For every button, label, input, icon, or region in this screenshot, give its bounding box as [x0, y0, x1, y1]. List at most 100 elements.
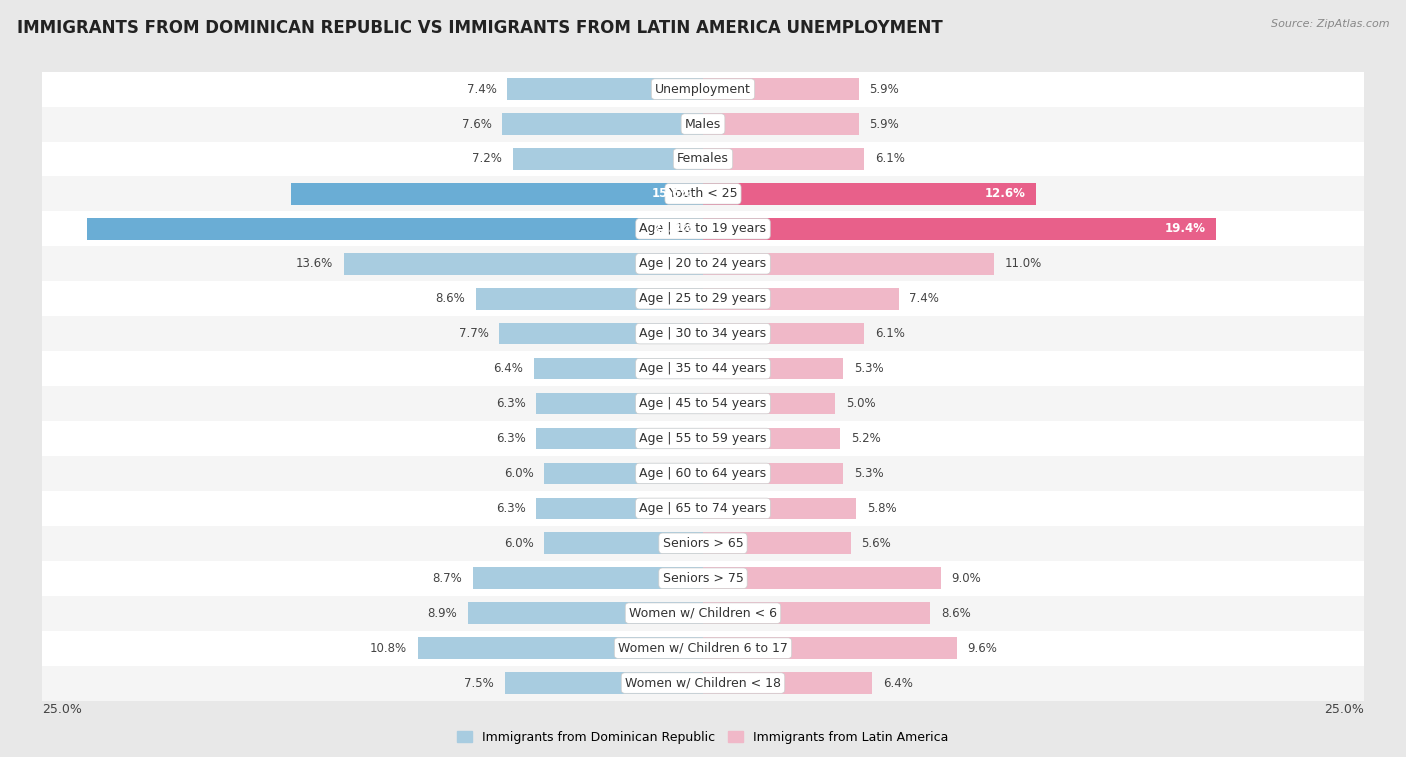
Text: Age | 16 to 19 years: Age | 16 to 19 years	[640, 223, 766, 235]
Bar	[42, 665, 1364, 700]
Bar	[703, 393, 835, 414]
Text: 6.4%: 6.4%	[883, 677, 912, 690]
Bar	[42, 211, 1364, 246]
Text: 8.7%: 8.7%	[433, 572, 463, 584]
Bar	[703, 218, 1216, 240]
Text: Females: Females	[678, 152, 728, 166]
Text: 6.3%: 6.3%	[496, 397, 526, 410]
Bar	[291, 183, 703, 204]
Text: 5.9%: 5.9%	[869, 117, 900, 130]
Bar	[468, 603, 703, 624]
Bar	[42, 142, 1364, 176]
Bar	[703, 78, 859, 100]
Bar	[703, 532, 851, 554]
Bar	[42, 107, 1364, 142]
Bar	[703, 428, 841, 450]
Bar	[42, 72, 1364, 107]
Bar	[499, 322, 703, 344]
Bar	[703, 183, 1036, 204]
Text: Age | 65 to 74 years: Age | 65 to 74 years	[640, 502, 766, 515]
Text: 13.6%: 13.6%	[295, 257, 333, 270]
Text: Women w/ Children < 18: Women w/ Children < 18	[626, 677, 780, 690]
Text: 7.4%: 7.4%	[910, 292, 939, 305]
Text: Age | 20 to 24 years: Age | 20 to 24 years	[640, 257, 766, 270]
Text: Males: Males	[685, 117, 721, 130]
Text: 7.2%: 7.2%	[472, 152, 502, 166]
Bar	[475, 288, 703, 310]
Text: 25.0%: 25.0%	[42, 703, 82, 716]
Text: 12.6%: 12.6%	[984, 188, 1025, 201]
Text: 6.3%: 6.3%	[496, 432, 526, 445]
Text: 6.1%: 6.1%	[875, 327, 904, 340]
Text: 5.2%: 5.2%	[851, 432, 880, 445]
Text: Age | 60 to 64 years: Age | 60 to 64 years	[640, 467, 766, 480]
Text: 5.3%: 5.3%	[853, 467, 883, 480]
Text: Seniors > 65: Seniors > 65	[662, 537, 744, 550]
Text: 15.6%: 15.6%	[651, 188, 692, 201]
Bar	[42, 246, 1364, 282]
Bar	[42, 351, 1364, 386]
Text: 8.9%: 8.9%	[427, 606, 457, 620]
Bar	[534, 358, 703, 379]
Text: 5.0%: 5.0%	[846, 397, 876, 410]
Text: 5.8%: 5.8%	[868, 502, 897, 515]
Text: 8.6%: 8.6%	[941, 606, 970, 620]
Text: Age | 45 to 54 years: Age | 45 to 54 years	[640, 397, 766, 410]
Bar	[42, 631, 1364, 665]
Text: 23.3%: 23.3%	[651, 223, 692, 235]
Bar	[42, 596, 1364, 631]
Bar	[472, 568, 703, 589]
Bar	[42, 456, 1364, 491]
Text: 10.8%: 10.8%	[370, 642, 406, 655]
Text: 5.3%: 5.3%	[853, 362, 883, 375]
Bar	[42, 316, 1364, 351]
Text: 9.0%: 9.0%	[952, 572, 981, 584]
Bar	[343, 253, 703, 275]
Text: Age | 25 to 29 years: Age | 25 to 29 years	[640, 292, 766, 305]
Text: 6.4%: 6.4%	[494, 362, 523, 375]
Bar	[703, 568, 941, 589]
Text: 6.1%: 6.1%	[875, 152, 904, 166]
Bar	[502, 114, 703, 135]
Text: IMMIGRANTS FROM DOMINICAN REPUBLIC VS IMMIGRANTS FROM LATIN AMERICA UNEMPLOYMENT: IMMIGRANTS FROM DOMINICAN REPUBLIC VS IM…	[17, 19, 942, 37]
Text: 25.0%: 25.0%	[1324, 703, 1364, 716]
Bar	[537, 428, 703, 450]
Bar	[703, 114, 859, 135]
Legend: Immigrants from Dominican Republic, Immigrants from Latin America: Immigrants from Dominican Republic, Immi…	[453, 726, 953, 749]
Bar	[703, 637, 956, 659]
Bar	[703, 463, 844, 484]
Bar	[42, 386, 1364, 421]
Text: 6.3%: 6.3%	[496, 502, 526, 515]
Bar	[703, 322, 865, 344]
Text: Women w/ Children 6 to 17: Women w/ Children 6 to 17	[619, 642, 787, 655]
Text: 9.6%: 9.6%	[967, 642, 997, 655]
Text: 6.0%: 6.0%	[505, 467, 534, 480]
Bar	[505, 672, 703, 694]
Text: 7.7%: 7.7%	[458, 327, 489, 340]
Text: 7.4%: 7.4%	[467, 83, 496, 95]
Bar	[537, 497, 703, 519]
Text: 5.6%: 5.6%	[862, 537, 891, 550]
Text: 7.6%: 7.6%	[461, 117, 492, 130]
Bar	[703, 148, 865, 170]
Text: 19.4%: 19.4%	[1164, 223, 1205, 235]
Bar	[513, 148, 703, 170]
Bar	[703, 672, 872, 694]
Bar	[703, 288, 898, 310]
Text: 5.9%: 5.9%	[869, 83, 900, 95]
Text: 6.0%: 6.0%	[505, 537, 534, 550]
Text: 8.6%: 8.6%	[436, 292, 465, 305]
Bar	[42, 282, 1364, 316]
Text: 11.0%: 11.0%	[1004, 257, 1042, 270]
Bar	[703, 358, 844, 379]
Bar	[42, 561, 1364, 596]
Bar	[544, 532, 703, 554]
Text: Unemployment: Unemployment	[655, 83, 751, 95]
Bar	[418, 637, 703, 659]
Text: Source: ZipAtlas.com: Source: ZipAtlas.com	[1271, 19, 1389, 29]
Text: Seniors > 75: Seniors > 75	[662, 572, 744, 584]
Bar	[42, 176, 1364, 211]
Bar	[42, 421, 1364, 456]
Bar	[42, 526, 1364, 561]
Bar	[87, 218, 703, 240]
